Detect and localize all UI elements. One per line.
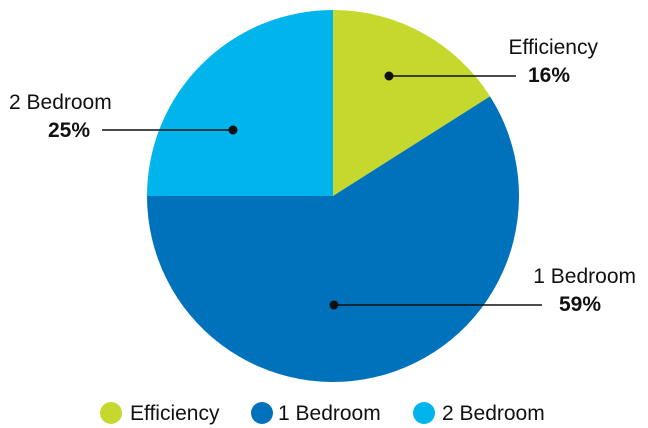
callout-dot-1-bedroom [329,300,339,310]
legend-label-1-bedroom: 1 Bedroom [278,402,381,425]
callout-2-bedroom: 2 Bedroom 25% [9,91,238,142]
slice-value-efficiency: 16% [528,64,570,87]
pie-slice-2-bedroom [147,10,333,196]
pie-slice-efficiency [333,10,491,196]
slice-value-2-bedroom: 25% [48,119,90,142]
callout-efficiency: Efficiency 16% [384,36,599,87]
legend-label-efficiency: Efficiency [130,402,220,425]
legend: Efficiency 1 Bedroom 2 Bedroom [100,402,545,425]
legend-label-2-bedroom: 2 Bedroom [442,402,545,425]
slice-label-1-bedroom: 1 Bedroom [533,265,636,288]
callout-dot-2-bedroom [228,125,238,135]
callout-1-bedroom: 1 Bedroom 59% [329,265,636,316]
legend-swatch-1-bedroom [251,402,273,424]
legend-swatch-2-bedroom [413,402,435,424]
legend-swatch-efficiency [100,402,122,424]
callout-dot-efficiency [384,71,394,81]
slice-label-2-bedroom: 2 Bedroom [9,91,112,114]
pie-slices [147,10,519,382]
slice-label-efficiency: Efficiency [509,36,599,59]
pie-slice-1-bedroom [147,96,519,382]
slice-value-1-bedroom: 59% [559,293,601,316]
